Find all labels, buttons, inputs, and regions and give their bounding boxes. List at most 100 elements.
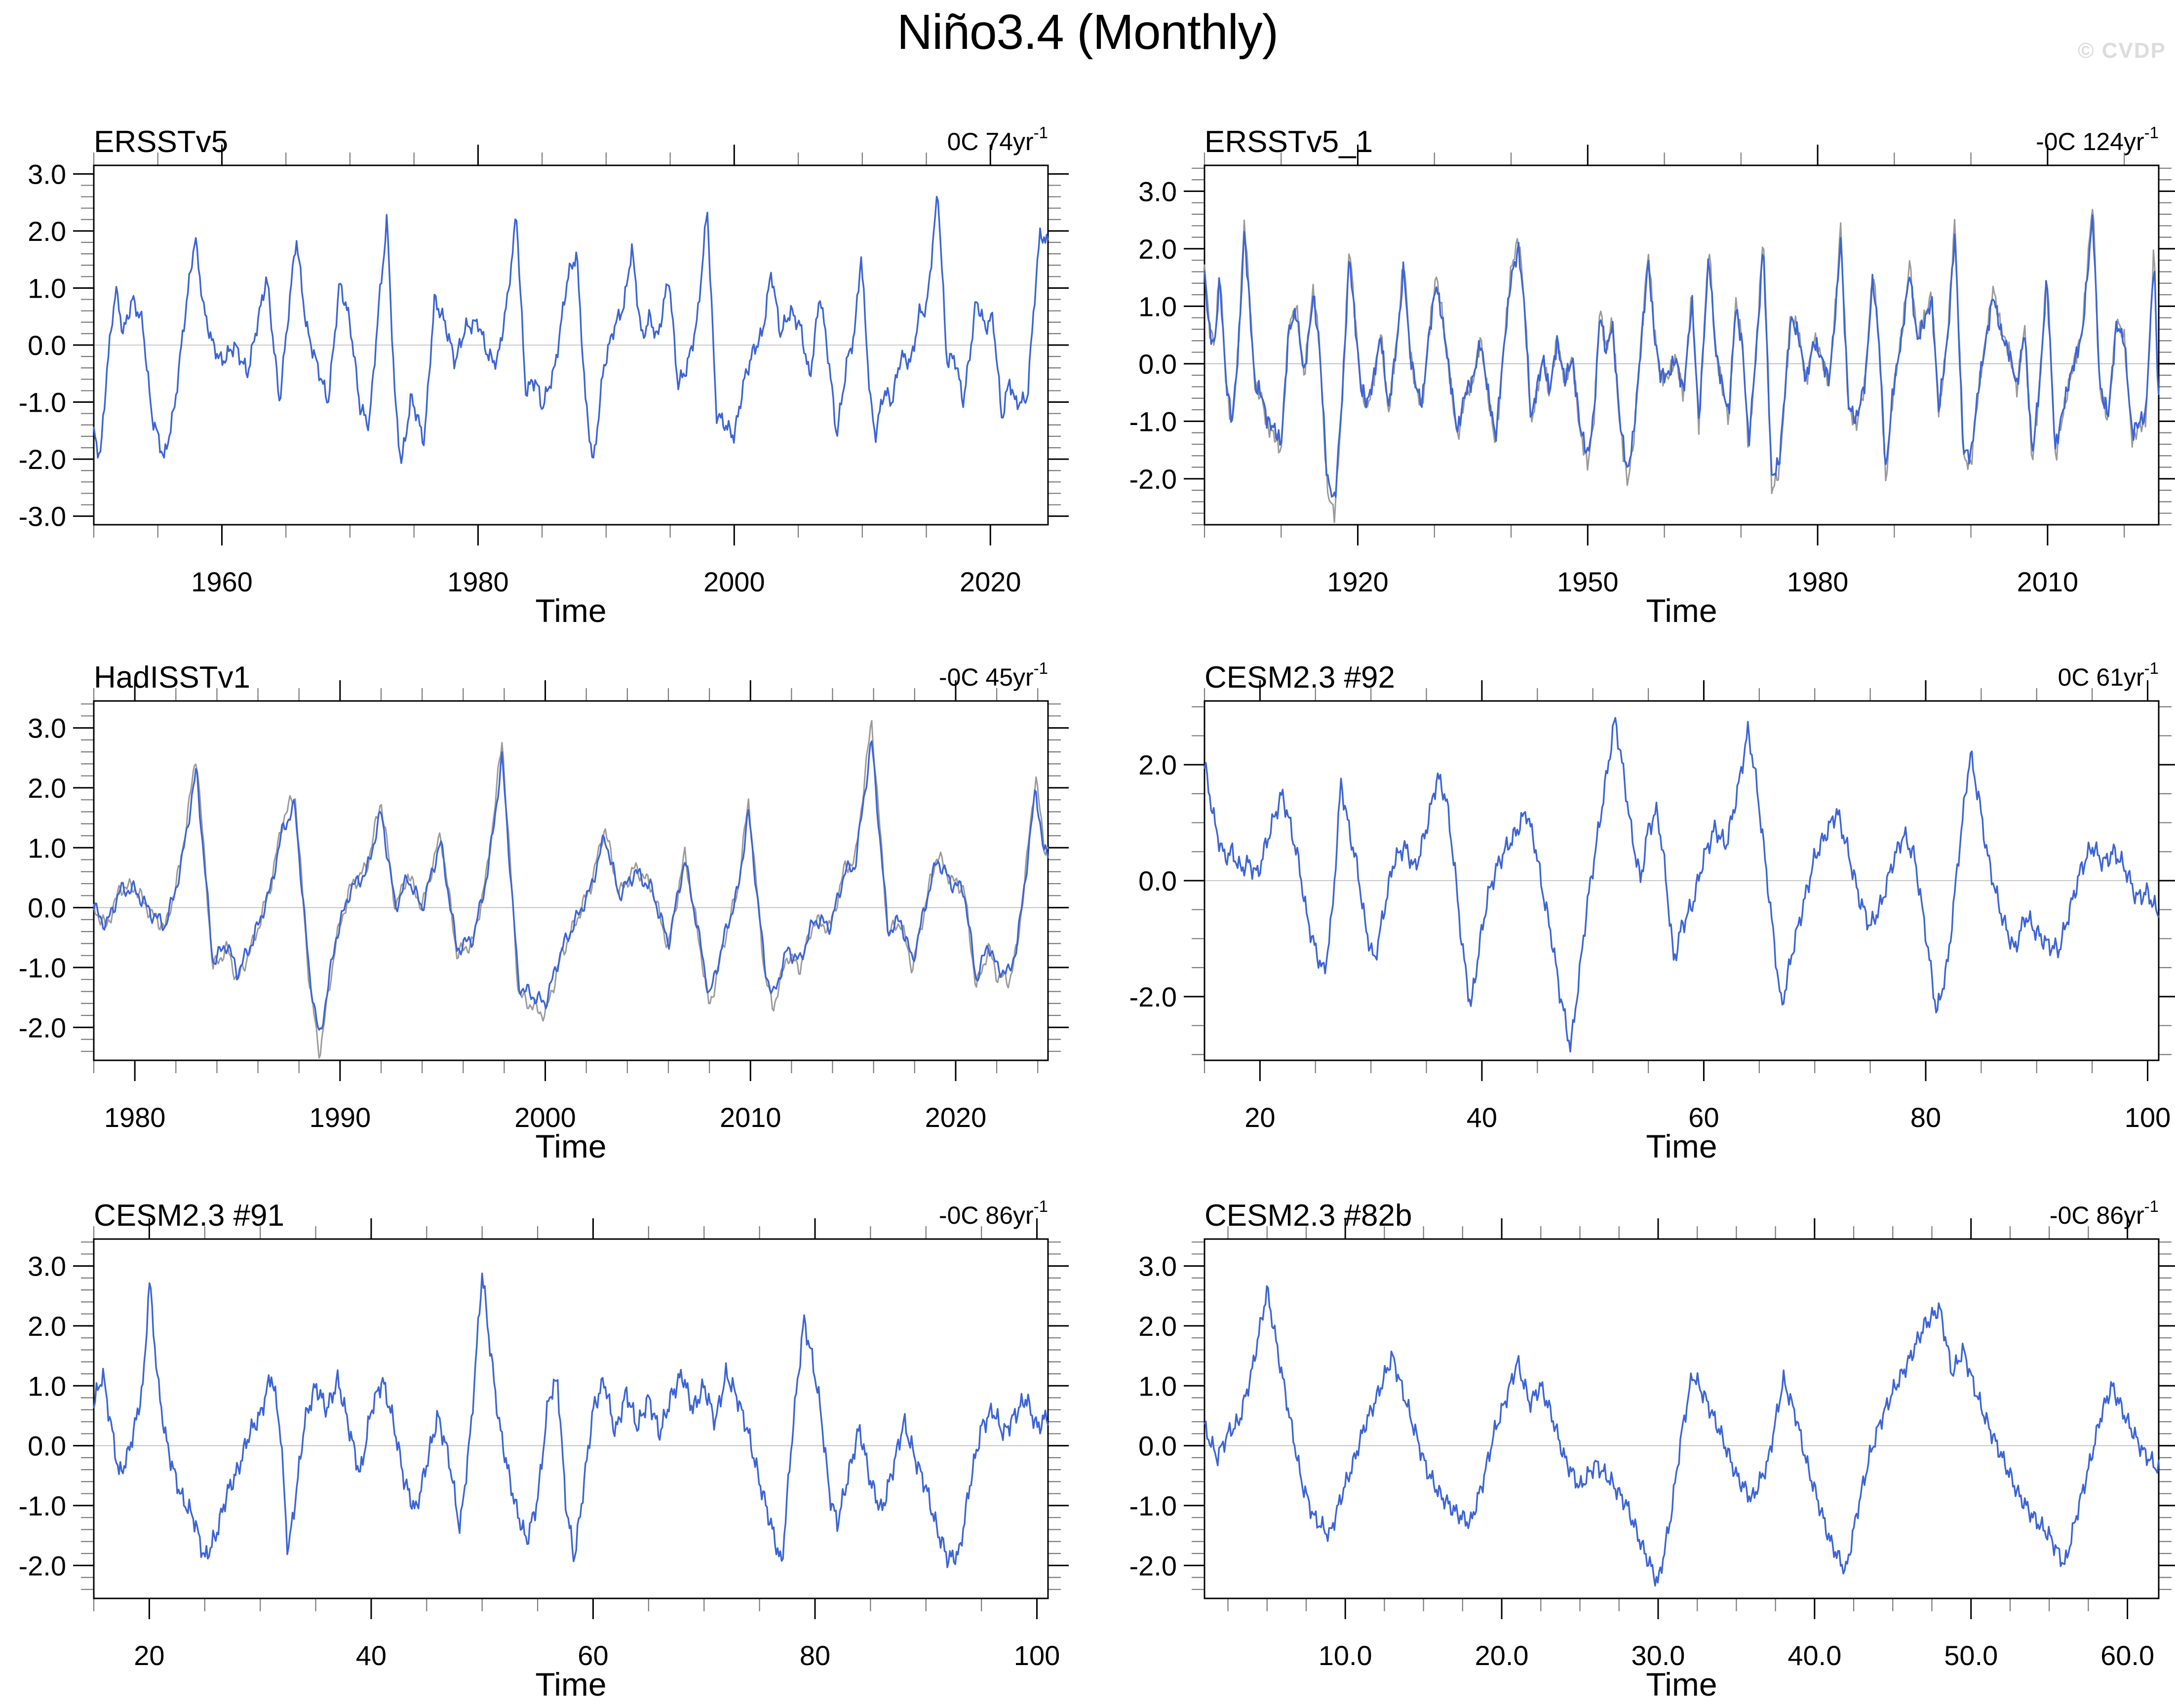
x-tick-label: 2010 <box>2017 566 2079 597</box>
reference-line <box>1204 208 2160 523</box>
x-tick-label: 1980 <box>447 566 509 597</box>
x-axis-title: Time <box>535 1128 606 1165</box>
y-tick-label: 0.0 <box>1138 349 1177 380</box>
y-tick-label: -2.0 <box>19 444 67 475</box>
panel-cesm23-82b: CESM2.3 #82b -0C 86yr-1 10.0 20.0 30.0 40.0… <box>1129 1197 2175 1703</box>
x-tick-label: 20 <box>134 1640 164 1671</box>
y-tick-label: 2.0 <box>28 1311 66 1342</box>
x-tick-label: 100 <box>1014 1640 1060 1671</box>
x-axis-title: Time <box>535 1666 606 1703</box>
x-tick-label: 80 <box>1910 1102 1941 1133</box>
y-tick-label: 1.0 <box>1138 291 1177 322</box>
x-tick-label: 2020 <box>925 1102 987 1133</box>
plot-frame <box>1204 164 2160 526</box>
y-tick-label: 0.0 <box>1138 1431 1177 1462</box>
x-axis-title: Time <box>535 592 606 629</box>
plot-frame <box>1204 1238 2160 1599</box>
x-axis-title: Time <box>1646 592 1717 629</box>
panel-title: CESM2.3 #82b <box>1204 1199 1412 1233</box>
trend-annotation: 0C 61yr-1 <box>2058 659 2159 691</box>
y-tick-label: 0.0 <box>28 1431 66 1462</box>
x-tick-label: 60 <box>578 1640 608 1671</box>
reference-line <box>93 720 1049 1059</box>
y-tick-label: 2.0 <box>28 216 66 247</box>
series-line <box>1204 717 2160 1053</box>
plot-frame <box>93 700 1049 1061</box>
panel-ersstv5: ERSSTv5 0C 74yr-1 1960 1980 2000 2020 3.0 2.0… <box>19 123 1069 629</box>
panel-title: CESM2.3 #92 <box>1204 660 1395 695</box>
x-tick-label: 50.0 <box>1944 1640 1998 1671</box>
x-tick-label: 20 <box>1244 1102 1275 1133</box>
y-tick-label: 3.0 <box>28 1251 66 1282</box>
trend-annotation: -0C 86yr-1 <box>939 1197 1048 1229</box>
x-tick-label: 80 <box>800 1640 830 1671</box>
y-tick-label: -2.0 <box>1129 981 1177 1012</box>
x-tick-label: 1980 <box>1787 566 1849 597</box>
series-line <box>93 1272 1049 1568</box>
x-tick-label: 100 <box>2125 1102 2171 1133</box>
y-tick-label: 3.0 <box>1138 1251 1177 1282</box>
y-tick-label: 3.0 <box>28 158 66 190</box>
x-tick-label: 60 <box>1688 1102 1719 1133</box>
panel-hadisstv1: HadISSTv1 -0C 45yr-1 1980 1990 2000 2010 202… <box>19 659 1069 1165</box>
plot-area: 1920 1950 1980 2010 3.0 2.0 1.0 0.0 -1.0 -2.0 Time <box>1129 145 2175 629</box>
x-tick-label: 2000 <box>703 566 765 597</box>
x-tick-label: 40 <box>356 1640 387 1671</box>
x-axis-title: Time <box>1646 1128 1717 1165</box>
x-tick-label: 1980 <box>104 1102 166 1133</box>
y-tick-label: 0.0 <box>28 893 66 924</box>
y-tick-label: 3.0 <box>28 713 66 744</box>
panel-title: CESM2.3 #91 <box>94 1199 284 1233</box>
plot-frame <box>1204 700 2160 1061</box>
panel-title: ERSSTv5 <box>94 125 228 159</box>
y-tick-label: -1.0 <box>19 1490 67 1521</box>
panel-title: ERSSTv5_1 <box>1204 125 1373 159</box>
panel-ersstv5-1: ERSSTv5_1 -0C 124yr-1 1920 1950 1980 2010 3.… <box>1129 123 2175 629</box>
y-tick-label: -1.0 <box>19 387 67 418</box>
x-tick-label: 1960 <box>191 566 253 597</box>
y-tick-label: 3.0 <box>1138 176 1177 207</box>
x-tick-label: 1950 <box>1557 566 1619 597</box>
trend-annotation: 0C 74yr-1 <box>947 123 1048 155</box>
y-tick-label: -2.0 <box>1129 1550 1177 1581</box>
x-tick-label: 60.0 <box>2100 1640 2154 1671</box>
y-tick-label: -2.0 <box>1129 464 1177 495</box>
trend-annotation: -0C 45yr-1 <box>939 659 1048 691</box>
y-tick-label: 2.0 <box>1138 233 1177 265</box>
x-tick-label: 2020 <box>960 566 1021 597</box>
y-tick-label: 1.0 <box>1138 1370 1177 1401</box>
trend-annotation: -0C 124yr-1 <box>2036 123 2159 155</box>
panel-title: HadISSTv1 <box>94 660 250 695</box>
plot-area: 1980 1990 2000 2010 2020 3.0 2.0 1.0 0.0 -1.0 -2.0… <box>19 680 1069 1165</box>
y-tick-label: -1.0 <box>1129 406 1177 437</box>
series-line <box>1204 214 2160 498</box>
plot-area: 20 40 60 80 100 3.0 2.0 1.0 0.0 -1.0 -2.0 Time <box>19 1218 1069 1703</box>
series-line <box>93 740 1049 1031</box>
series-line <box>1204 1285 2160 1587</box>
plot-area: 10.0 20.0 30.0 40.0 50.0 60.0 3.0 2.0 1.0 0.0 -1.0… <box>1129 1218 2175 1703</box>
y-tick-label: 2.0 <box>1138 749 1177 780</box>
panel-cesm23-92: CESM2.3 #92 0C 61yr-1 20 40 60 80 100 2.0 0.0 -… <box>1129 659 2175 1165</box>
y-tick-label: 2.0 <box>1138 1311 1177 1342</box>
x-tick-label: 30.0 <box>1631 1640 1685 1671</box>
y-tick-label: -2.0 <box>19 1550 67 1581</box>
x-axis-title: Time <box>1646 1666 1717 1703</box>
plot-area: 1960 1980 2000 2020 3.0 2.0 1.0 0.0 -1.0 -2.0 -3.0… <box>19 145 1069 629</box>
x-tick-label: 10.0 <box>1319 1640 1372 1671</box>
y-tick-label: 1.0 <box>28 272 66 304</box>
y-tick-label: 0.0 <box>28 330 66 361</box>
x-tick-label: 1990 <box>310 1102 371 1133</box>
y-tick-label: 1.0 <box>28 1370 66 1401</box>
y-tick-label: 0.0 <box>1138 865 1177 896</box>
y-tick-label: 1.0 <box>28 832 66 863</box>
plot-frame <box>93 164 1049 526</box>
trend-annotation: -0C 86yr-1 <box>2050 1197 2159 1229</box>
cvdp-watermark: © CVDP <box>2078 39 2166 63</box>
x-tick-label: 40 <box>1467 1102 1497 1133</box>
y-tick-label: -1.0 <box>1129 1490 1177 1521</box>
y-tick-label: 2.0 <box>28 773 66 804</box>
x-tick-label: 1920 <box>1327 566 1389 597</box>
x-tick-label: 2000 <box>514 1102 576 1133</box>
plot-area: 20 40 60 80 100 2.0 0.0 -2.0 Time <box>1129 680 2175 1165</box>
